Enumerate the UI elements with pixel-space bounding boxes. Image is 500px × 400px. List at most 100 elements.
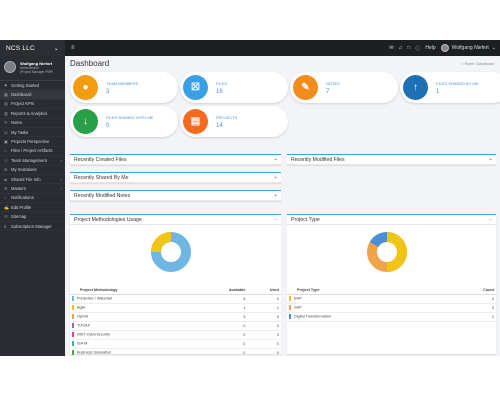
top-bar: NCS LLC ⌄ ≡ ✉ ♫ □ ⓘ Help Wolfgang Niefer… (0, 40, 500, 56)
profile-role-detail: (Project Manager PMP) (20, 70, 54, 74)
sidebar-item[interactable]: ▦ Dashboard (0, 90, 65, 100)
stat-card[interactable]: ✎ NOTES 7 (290, 72, 398, 103)
sidebar-item-label: My Invitations (11, 167, 37, 173)
plus-icon[interactable]: + (274, 174, 277, 181)
cell-count: 2 (444, 312, 496, 322)
cell-name: Predictive / Waterfall (77, 296, 112, 301)
chevron-left-icon: ‹ (60, 185, 62, 191)
help-icon[interactable]: ⓘ (415, 45, 421, 52)
minus-icon[interactable]: − (274, 216, 277, 223)
methodology-donut (151, 232, 191, 272)
menu-toggle-icon[interactable]: ≡ (71, 45, 75, 51)
stat-label: FILES SHARED BY ME (436, 80, 479, 86)
cell-available: 3 (195, 312, 248, 322)
user-name: Wolfgang Niefert (451, 45, 489, 51)
plus-icon[interactable]: + (489, 156, 492, 163)
cell-used: 1 (247, 303, 281, 313)
profile-role: Administrator (20, 66, 39, 70)
nav-icon: □ (4, 148, 7, 154)
sidebar-item[interactable]: ⚑ Getting Started (0, 81, 65, 91)
sidebar-item[interactable]: ▥ Reports & Analytics (0, 109, 65, 119)
stat-label: FILES SHARED WITH ME (106, 114, 154, 120)
chevron-left-icon: ‹ (60, 176, 62, 182)
table-row: ERP 4 (287, 294, 496, 304)
help-link[interactable]: Help (425, 45, 436, 51)
sidebar-item[interactable]: ▣ Projects Perspective (0, 137, 65, 147)
cell-used: 0 (247, 339, 281, 349)
sidebar-item[interactable]: ✎ Notes (0, 119, 65, 128)
bell-icon[interactable]: ♫ (398, 45, 403, 51)
sidebar-item[interactable]: $ Subscription Manager (0, 222, 65, 232)
avatar (440, 44, 449, 52)
nav-icon: ⇄ (4, 176, 8, 182)
plus-icon[interactable]: + (274, 156, 277, 163)
sidebar-profile: Wolfgang Niefort Administrator (Project … (0, 56, 65, 81)
user-menu[interactable]: Wolfgang Niefert ⌄ (440, 44, 496, 52)
sidebar-item-label: Team Management (11, 157, 47, 163)
stat-icon: ▤ (183, 109, 208, 134)
stat-card[interactable]: ▤ PROJECTS 14 (180, 106, 288, 137)
cell-name: NIST Cybersecurity (77, 332, 110, 337)
color-swatch (72, 332, 74, 337)
mail-icon[interactable]: ✉ (389, 45, 394, 51)
brand-selector[interactable]: NCS LLC ⌄ (0, 40, 65, 56)
sidebar-item[interactable]: ☷ Sitemap (0, 212, 65, 222)
column-header: Used (247, 286, 281, 295)
sidebar-item-label: Sitemap (11, 214, 27, 220)
cell-name: Agile (77, 305, 86, 310)
cell-used: 0 (247, 348, 281, 356)
stat-value: 0 (106, 122, 110, 129)
color-swatch (289, 314, 291, 319)
page-title: Dashboard (70, 59, 110, 68)
stat-value: 16 (216, 88, 223, 95)
nav-icon: ☰ (4, 185, 8, 191)
top-bar-actions: ✉ ♫ □ ⓘ Help Wolfgang Niefert ⌄ (389, 40, 496, 56)
plus-icon[interactable]: + (274, 192, 277, 199)
sidebar-item[interactable]: □ Files / Project Artifacts (0, 147, 65, 157)
sidebar-item[interactable]: ♪ Notifications (0, 194, 65, 204)
sidebar-item-label: Edit Profile (11, 204, 32, 210)
stat-icon: ✎ (293, 75, 318, 100)
color-swatch (72, 296, 74, 301)
stat-value: 3 (106, 88, 110, 95)
minus-icon[interactable]: − (489, 216, 492, 223)
panel-recently-created[interactable]: Recently Created Files + (70, 154, 281, 165)
chat-icon[interactable]: □ (407, 45, 411, 51)
table-row: TOGAF 0 0 (70, 321, 281, 331)
stat-card[interactable]: ↑ FILES SHARED BY ME 1 (400, 72, 500, 103)
cell-name: ERP (294, 296, 302, 301)
stat-card[interactable]: ☒ FILES 16 (180, 72, 288, 103)
stat-card[interactable]: ↓ FILES SHARED WITH ME 0 (70, 106, 178, 137)
panel-title: Project Type (291, 216, 320, 223)
panel-recently-modified[interactable]: Recently Modified Files + (287, 154, 496, 165)
cell-available: 0 (195, 339, 248, 349)
cell-available: 0 (195, 321, 248, 331)
color-swatch (289, 305, 291, 310)
donut-slice-digital (369, 232, 388, 248)
stat-icon: ↓ (73, 109, 98, 134)
sidebar-item-label: Projects Perspective (11, 139, 50, 145)
sidebar-item[interactable]: ⇄ Shared File Info ‹ (0, 175, 65, 185)
sidebar-item-label: Dashboard (11, 92, 32, 98)
stat-card[interactable]: ● TEAM MEMBERS 3 (70, 72, 178, 103)
column-header: Count (444, 286, 496, 295)
sidebar-item[interactable]: ✍ Edit Profile (0, 203, 65, 213)
cell-count: 4 (444, 294, 496, 304)
sidebar-item[interactable]: ✉ My Invitations (0, 166, 65, 175)
stat-icon: ☒ (183, 75, 208, 100)
breadcrumb[interactable]: ⌂ Home / Dashboard (461, 62, 494, 66)
cell-count: 3 (444, 303, 496, 313)
sidebar-item[interactable]: ☰ Masters ‹ (0, 184, 65, 194)
sidebar-item[interactable]: ☺ Team Management ‹ (0, 156, 65, 166)
color-swatch (72, 305, 74, 310)
nav-icon: ✎ (4, 120, 8, 126)
sidebar-item[interactable]: ☑ My Tasks (0, 128, 65, 138)
sidebar-item-label: My Tasks (11, 129, 29, 135)
panel-recently-notes[interactable]: Recently Modified Notes + (70, 190, 281, 201)
panel-recently-shared[interactable]: Recently Shared By Me + (70, 172, 281, 183)
nav-icon: ▣ (4, 139, 8, 145)
sidebar-item[interactable]: ▤ Project KPIs (0, 100, 65, 110)
nav-icon: ♪ (4, 195, 6, 201)
sidebar-item-label: Shared File Info (11, 176, 41, 182)
